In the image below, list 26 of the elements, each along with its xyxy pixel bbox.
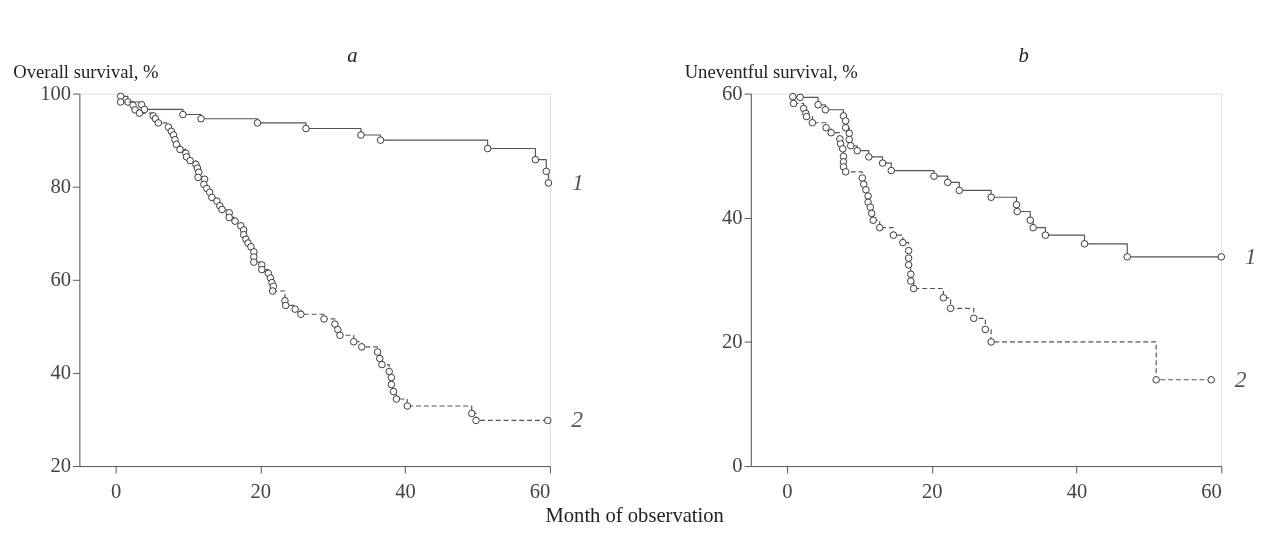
y-axis-title: Overall survival, % bbox=[13, 61, 159, 83]
y-tick-label: 0 bbox=[732, 454, 743, 477]
x-tick-label: 20 bbox=[250, 479, 272, 502]
series-label: 2 bbox=[1234, 365, 1247, 392]
x-tick-label: 20 bbox=[921, 479, 943, 502]
series-label: 2 bbox=[571, 406, 584, 433]
x-tick-label: 60 bbox=[1201, 479, 1222, 502]
x-tick-label: 0 bbox=[782, 479, 793, 502]
y-tick-label: 20 bbox=[50, 454, 72, 477]
y-axis-title: Uneventful survival, % bbox=[684, 61, 858, 83]
x-tick-label: 40 bbox=[1066, 479, 1088, 502]
text: b bbox=[1018, 44, 1029, 67]
y-tick-label: 60 bbox=[50, 268, 72, 291]
x-axis-title: Month of observation bbox=[545, 504, 724, 527]
x-tick-label: 40 bbox=[395, 479, 416, 502]
y-tick-label: 80 bbox=[50, 175, 72, 198]
x-tick-label: 60 bbox=[529, 479, 551, 502]
y-tick-label: 60 bbox=[721, 81, 743, 104]
series-label: 1 bbox=[1244, 242, 1257, 269]
text: a bbox=[347, 44, 358, 67]
x-tick-label: 0 bbox=[110, 479, 122, 502]
y-tick-label: 40 bbox=[50, 361, 72, 384]
y-tick-label: 40 bbox=[721, 206, 743, 229]
y-tick-label: 20 bbox=[721, 330, 743, 353]
y-tick-label: 100 bbox=[40, 81, 72, 104]
series-label: 1 bbox=[571, 168, 584, 195]
